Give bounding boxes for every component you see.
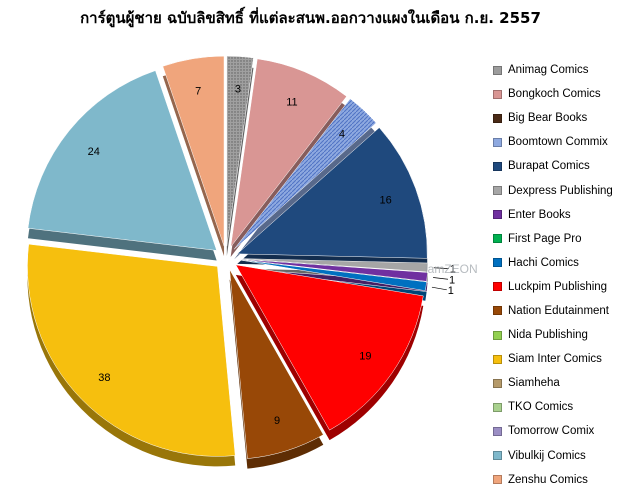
legend-item-vibulkij-comics: Vibulkij Comics [493, 444, 621, 468]
legend-item-nida-publishing: Nida Publishing [493, 323, 621, 347]
legend-label: Zenshu Comics [508, 473, 588, 486]
pie-slice-hachi-comics[interactable] [237, 259, 427, 292]
legend-item-tko-comics: TKO Comics [493, 395, 621, 419]
legend-label: Enter Books [508, 208, 571, 221]
leader-line-enter-books [433, 277, 449, 280]
pie-slice-vibulkij-comics[interactable] [27, 70, 218, 251]
legend-item-animag-comics: Animag Comics [493, 58, 621, 82]
data-label-hachi-comics: 1 [448, 285, 454, 297]
legend-label: Boomtown Commix [508, 136, 608, 149]
chart-legend: Animag Comics Bongkoch Comics Big Bear Boo… [493, 58, 621, 492]
legend-label: Burapat Comics [508, 160, 590, 173]
legend-item-nation-edutainment: Nation Edutainment [493, 299, 621, 323]
legend-swatch [493, 113, 502, 123]
legend-label: First Page Pro [508, 232, 582, 245]
chart-title: การ์ตูนผู้ชาย ฉบับลิขสิทธิ์ ที่แต่ละสนพ.… [80, 9, 541, 27]
pie-slice-luckpim-publishing[interactable] [235, 264, 424, 431]
legend-label: Animag Comics [508, 64, 589, 77]
data-label-enter-books: 1 [449, 274, 455, 286]
pie-slice-animag-comics[interactable] [226, 55, 254, 247]
pie-slice-boomtown-commix[interactable] [233, 98, 377, 250]
legend-swatch [493, 282, 502, 292]
legend-item-hachi-comics: Hachi Comics [493, 251, 621, 275]
data-label-boomtown-commix: 4 [339, 129, 345, 141]
legend-swatch [493, 451, 502, 461]
legend-label: Big Bear Books [508, 112, 588, 125]
legend-item-enter-books: Enter Books [493, 203, 621, 227]
legend-item-zenshu-comics: Zenshu Comics [493, 468, 621, 492]
data-label-zenshu-comics: 7 [195, 85, 201, 97]
legend-item-siam-inter-comics: Siam Inter Comics [493, 347, 621, 371]
data-label-vibulkij-comics: 24 [88, 146, 100, 158]
legend-swatch [493, 210, 502, 220]
legend-swatch [493, 89, 502, 99]
pie-slice-zenshu-comics[interactable] [162, 55, 225, 247]
pie-slices [27, 55, 429, 469]
legend-swatch [493, 234, 502, 244]
legend-swatch [493, 426, 502, 436]
legend-swatch [493, 258, 502, 268]
legend-swatch [493, 475, 502, 485]
legend-label: Siam Inter Comics [508, 353, 602, 366]
pie-slice-dexpress-publishing[interactable] [237, 258, 429, 273]
data-label-siam-inter-comics: 38 [98, 372, 110, 384]
legend-swatch [493, 161, 502, 171]
legend-label: Hachi Comics [508, 256, 579, 269]
legend-swatch [493, 402, 502, 412]
legend-item-first-page-pro: First Page Pro [493, 227, 621, 251]
legend-label: TKO Comics [508, 401, 574, 414]
legend-swatch [493, 306, 502, 316]
legend-label: Nation Edutainment [508, 304, 610, 317]
legend-label: Bongkoch Comics [508, 88, 601, 101]
legend-swatch [493, 65, 502, 75]
legend-label: Luckpim Publishing [508, 280, 608, 293]
legend-item-siamheha: Siamheha [493, 371, 621, 395]
legend-item-dexpress-publishing: Dexpress Publishing [493, 178, 621, 202]
pie-slice-bongkoch-comics[interactable] [230, 58, 347, 248]
leader-line-hachi-comics [431, 286, 447, 291]
data-label-animag-comics: 3 [235, 83, 241, 95]
pie-slice-burapat-comics[interactable] [236, 127, 428, 259]
legend-swatch [493, 378, 502, 388]
watermark: iamZEON [425, 262, 478, 276]
legend-label: Tomorrow Comix [508, 425, 595, 438]
data-label-nation-edutainment: 9 [274, 415, 280, 427]
legend-swatch [493, 330, 502, 340]
pie-slice-enter-books[interactable] [237, 258, 428, 282]
legend-item-luckpim-publishing: Luckpim Publishing [493, 275, 621, 299]
legend-item-big-bear-books: Big Bear Books [493, 106, 621, 130]
data-label-dexpress-publishing: 1 [450, 264, 456, 276]
leader-line-dexpress-publishing [433, 267, 449, 269]
legend-label: Dexpress Publishing [508, 184, 613, 197]
data-label-burapat-comics: 16 [379, 194, 391, 206]
data-label-bongkoch-comics: 11 [286, 96, 297, 108]
legend-swatch [493, 186, 502, 196]
legend-label: Siamheha [508, 377, 560, 390]
legend-label: Nida Publishing [508, 329, 588, 342]
legend-item-tomorrow-comix: Tomorrow Comix [493, 419, 621, 443]
legend-label: Vibulkij Comics [508, 449, 586, 462]
pie-slice-nation-edutainment[interactable] [229, 269, 324, 459]
pie-slice-siam-inter-comics[interactable] [27, 243, 236, 457]
legend-item-boomtown-commix: Boomtown Commix [493, 130, 621, 154]
legend-swatch [493, 354, 502, 364]
legend-item-bongkoch-comics: Bongkoch Comics [493, 82, 621, 106]
data-label-luckpim-publishing: 19 [359, 350, 371, 362]
legend-swatch [493, 137, 502, 147]
legend-item-burapat-comics: Burapat Comics [493, 154, 621, 178]
